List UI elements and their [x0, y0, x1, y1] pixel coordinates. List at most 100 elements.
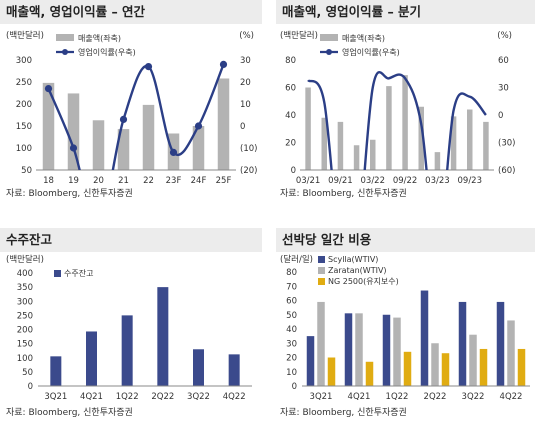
y-tick-label: 0	[292, 382, 297, 392]
x-tick-label: 20	[93, 176, 104, 186]
bar-series-1	[50, 356, 62, 386]
legend-marker-line	[326, 49, 332, 55]
vessel-daily-cost-chart: (달러/일) 0 10 20 30 40 50 60 70 80 Scylla(WTIV) Zarat…	[280, 254, 530, 402]
y-tick-label: 50	[22, 368, 33, 378]
panel-title: 선박당 일간 비용	[276, 228, 535, 252]
panel-backlog: 수주잔고 (백만달러) 0 50 100 150 200 250 300 350 400 수주잔고 3…	[0, 228, 266, 422]
y-tick-label: 150	[17, 340, 33, 350]
x-tick-label: 09/23	[458, 176, 483, 186]
x-tick-label: 4Q21	[348, 392, 371, 402]
panel-title: 매출액, 영업이익률 – 분기	[276, 0, 535, 24]
y-tick-label-left: 100	[16, 144, 32, 154]
x-tick-label: 18	[43, 176, 54, 186]
bar-series-2	[317, 301, 325, 386]
bar-revenue	[217, 78, 230, 170]
legend-label-bar: 매출액(좌축)	[342, 33, 385, 43]
y-tick-label: 350	[17, 283, 33, 293]
y-tick-label: 70	[286, 282, 297, 292]
legend-label: NG 2500(유지보수)	[328, 277, 399, 286]
y-tick-label-left: 300	[16, 56, 32, 66]
bar-revenue	[450, 116, 457, 170]
bar-series-1	[121, 315, 133, 386]
x-tick-label: 1Q22	[116, 392, 139, 402]
y-tick-label-right: 0	[498, 111, 503, 121]
y-tick-label-left: 50	[21, 166, 32, 176]
line-point	[194, 122, 203, 130]
panel-title: 수주잔고	[0, 228, 262, 252]
y-tick-label-right: 30	[498, 84, 509, 94]
legend-marker-line	[62, 49, 68, 55]
bar-revenue	[67, 93, 80, 170]
x-tick-label: 2Q22	[424, 392, 447, 402]
bar-series-1	[420, 290, 429, 386]
y-tick-label-right: 10	[240, 100, 251, 110]
y-tick-label: 60	[286, 297, 297, 307]
y-tick-label: 0	[28, 382, 33, 392]
y-tick-label: 300	[17, 297, 33, 307]
line-point	[69, 144, 78, 152]
x-tick-label: 3Q21	[44, 392, 67, 402]
y-tick-label-right: (20)	[240, 166, 257, 176]
bar-series-1	[157, 287, 169, 386]
legend-label: Zaratan(WTIV)	[328, 266, 387, 275]
x-tick-label: 19	[68, 176, 79, 186]
y-tick-label-right: 30	[240, 56, 251, 66]
y-axis-unit-left: (백만달러)	[6, 254, 44, 265]
bar-series-2	[355, 313, 363, 386]
panel-annual: 매출액, 영업이익률 – 연간 (백만달러) (%) 매출액(좌축) 영업이익률(우축…	[0, 0, 266, 200]
y-tick-label: 250	[17, 311, 33, 321]
backlog-chart: (백만달러) 0 50 100 150 200 250 300 350 400 수주잔고 3Q21 4Q…	[6, 254, 252, 402]
line-point	[144, 63, 153, 71]
bar-revenue	[483, 121, 489, 170]
line-point	[119, 115, 128, 123]
quarterly-revenue-margin-chart: (백만달러) (%) 매출액(좌축) 영업이익률(우축) 0 20 40 60 80 (60) (3…	[280, 30, 515, 186]
x-tick-label: 3Q22	[187, 392, 210, 402]
y-axis-unit-right: (%)	[497, 31, 512, 41]
bar-revenue	[192, 126, 205, 170]
bar-series-3	[441, 353, 450, 386]
bar-revenue	[321, 117, 327, 170]
bar-series-3	[517, 348, 526, 386]
x-tick-label: 22	[143, 176, 154, 186]
y-tick-label-left: 80	[285, 56, 296, 66]
legend-label-bar: 매출액(좌축)	[78, 33, 121, 43]
x-tick-label: 3Q21	[310, 392, 333, 402]
bar-series-1	[228, 354, 240, 386]
line-point	[219, 60, 228, 68]
bar-series-1	[496, 301, 505, 386]
bar-revenue	[142, 104, 155, 170]
bar-series-1	[382, 314, 391, 386]
bar-revenue	[370, 139, 376, 170]
bar-revenue	[117, 129, 130, 170]
bar-revenue	[305, 87, 311, 170]
bar-revenue	[353, 145, 360, 170]
panel-title: 매출액, 영업이익률 – 연간	[0, 0, 262, 24]
line-point	[169, 148, 178, 156]
x-tick-label: 03/22	[361, 176, 386, 186]
y-axis-unit-left: (달러/일)	[280, 254, 313, 265]
x-tick-label: 25F	[216, 176, 232, 186]
y-tick-label-right: 60	[498, 56, 509, 66]
legend-swatch	[54, 270, 61, 277]
y-axis-unit-left: (백만달러)	[280, 30, 318, 41]
x-tick-label: 24F	[191, 176, 207, 186]
source-note: 자료: Bloomberg, 신한투자증권	[280, 189, 407, 199]
line-operating-margin	[307, 71, 487, 170]
bar-series-1	[86, 331, 97, 386]
y-tick-label: 20	[286, 354, 297, 364]
y-axis-unit-left: (백만달러)	[6, 30, 44, 41]
x-tick-label: 03/23	[425, 176, 450, 186]
source-note: 자료: Bloomberg, 신한투자증권	[6, 189, 133, 199]
line-point	[44, 85, 53, 93]
y-tick-label-left: 150	[16, 122, 32, 132]
bar-revenue	[337, 121, 344, 170]
panel-quarterly: 매출액, 영업이익률 – 분기 (백만달러) (%) 매출액(좌축) 영업이익률(우축…	[276, 0, 539, 200]
y-tick-label-right: (30)	[498, 139, 515, 149]
y-tick-label-left: 20	[285, 139, 296, 149]
legend-swatch	[318, 256, 325, 263]
bar-series-3	[327, 357, 336, 386]
bar-revenue	[92, 120, 105, 170]
bar-revenue	[402, 75, 408, 170]
y-tick-label-left: 60	[285, 84, 296, 94]
bar-series-3	[365, 361, 374, 386]
